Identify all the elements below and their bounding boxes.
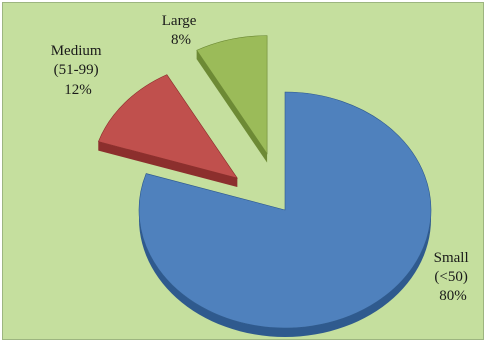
label-small-line-1: Small <box>434 250 469 266</box>
label-large-line-1: Large <box>162 13 197 29</box>
slices-layer <box>97 35 432 337</box>
chart-frame <box>2 2 484 340</box>
slice-wall-2-0 <box>196 50 268 163</box>
label-small-line-2: (<50) <box>434 269 467 285</box>
label-medium-line-2: (51-99) <box>54 62 99 78</box>
label-medium: Medium (51-99) 12% <box>51 43 106 98</box>
slice-wall-1-0 <box>98 141 238 188</box>
label-large: Large 8% <box>162 13 200 48</box>
label-medium-line-1: Medium <box>51 43 102 59</box>
label-large-line-2: 8% <box>171 32 191 48</box>
slice-1 <box>97 74 238 179</box>
label-medium-line-3: 12% <box>64 82 92 98</box>
label-small: Small (<50) 80% <box>434 250 473 304</box>
slice-0 <box>138 91 432 329</box>
slice-2 <box>196 35 268 155</box>
label-small-line-3: 80% <box>439 288 467 304</box>
